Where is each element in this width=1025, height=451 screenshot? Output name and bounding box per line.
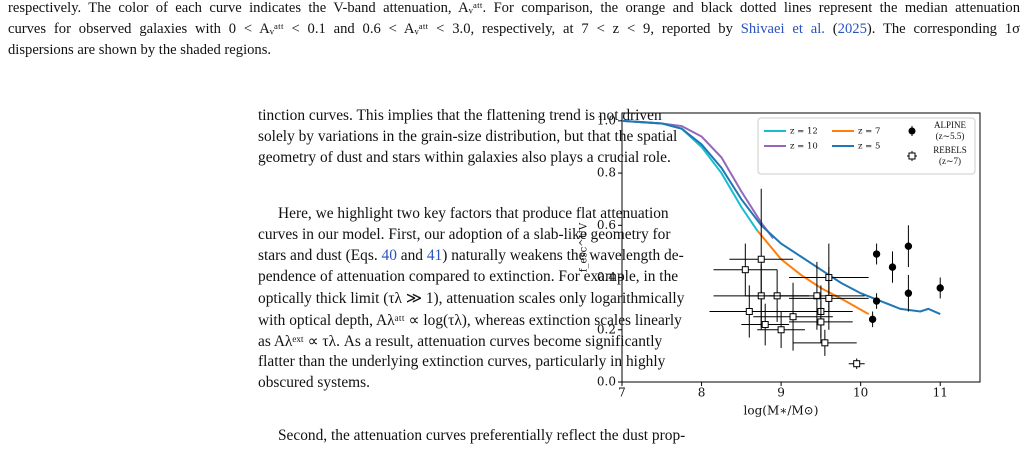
caption-line: respectively. The color of each curve in… [8,0,1020,17]
text-segment: flatter than the underlying extinction c… [258,352,666,370]
body-line: flatter than the underlying extinction c… [258,353,665,371]
data-point [777,326,785,334]
text-segment: geometry of dust and stars within galaxi… [258,149,671,167]
legend-marker [908,152,916,160]
text-segment: ). The corresponding 1σ [866,21,1020,37]
body-line: obscured systems. [258,374,492,392]
text-segment: obscured systems. [258,373,370,391]
plot-frame [621,112,981,383]
text-segment: pendence of attenuation compared to exti… [258,268,679,286]
x-tick-label: 9 [777,386,785,400]
body-line: pendence of attenuation compared to exti… [258,268,678,286]
data-point [761,321,769,329]
data-point [872,250,881,258]
text-segment: as Aλᵉˣᵗ ∝ τλ. As a result, attenuation … [258,332,663,350]
y-axis-label: f_esc^UV [579,222,590,272]
text-segment: stars and dust (Eqs. [258,247,382,265]
data-point [872,297,881,305]
data-point [745,307,753,315]
text-segment: with optical depth, Aλᵃᵗᵗ ∝ log(τλ), whe… [258,311,682,329]
link: Shivaei et al. [740,21,825,37]
curve [756,229,870,315]
data-point [904,242,913,250]
text-segment: solely by variations in the grain-size d… [258,128,678,146]
y-tick-label: 0.8 [597,166,616,180]
legend-marker [908,127,916,135]
link: 40 [381,247,397,265]
text-segment: respectively. The color of each curve in… [8,0,1020,16]
curve [621,119,941,316]
legend-label: z = 5 [858,142,880,152]
data-point [789,313,797,321]
body-line: curves in our model. First, our adoption… [258,226,670,244]
y-tick-label: 0.0 [597,375,616,389]
text-segment: ) naturally weakens the wavelength de- [442,247,684,265]
data-point [825,294,833,302]
body-line: stars and dust (Eqs. 40 and 41) naturall… [258,247,684,265]
text-segment: tinction curves. This implies that the f… [258,107,662,124]
legend-label: ALPINE (z∼5.5) [934,120,966,141]
text-segment: curves in our model. First, our adoption… [258,226,671,244]
x-tick-label: 10 [853,386,868,400]
data-point [813,292,821,300]
text-segment: ( [824,21,838,37]
y-tick-label: 0.4 [597,270,616,284]
caption-line: curves for observed galaxies with 0 < Aᵥ… [8,21,1020,38]
text-segment: dispersions are shown by the shaded regi… [8,42,272,58]
body-line: Second, the attenuation curves preferent… [278,427,685,445]
body-line: Here, we highlight two key factors that … [278,205,669,223]
text-segment: optically thick limit (τλ ≫ 1), attenuat… [258,290,685,308]
y-tick-label: 0.6 [597,218,616,232]
body-line: geometry of dust and stars within galaxi… [258,149,671,167]
link: 2025 [837,21,867,37]
body-line: with optical depth, Aλᵃᵗᵗ ∝ log(τλ), whe… [258,311,682,330]
text-segment: curves for observed galaxies with 0 < Aᵥ… [8,21,741,37]
text-segment: Here, we highlight two key factors that … [278,205,669,222]
body-line: optically thick limit (τλ ≫ 1), attenuat… [258,289,684,308]
link: 41 [426,247,443,265]
legend-box [757,117,976,175]
legend-label: z = 7 [858,127,880,137]
data-point [821,339,829,347]
body-line: solely by variations in the grain-size d… [258,128,677,146]
legend-label: z = 12 [790,127,818,137]
data-point [817,318,825,326]
x-tick-label: 7 [618,386,626,400]
y-tick-label: 1.0 [597,113,616,127]
data-point [904,289,913,297]
data-point [936,284,944,292]
y-tick-label: 0.2 [597,322,616,336]
x-tick-label: 8 [698,386,706,400]
body-line: as Aλᵉˣᵗ ∝ τλ. As a result, attenuation … [258,332,662,351]
data-point [757,255,765,263]
legend-label: z = 10 [790,142,818,152]
data-point [741,266,749,274]
text-segment: Second, the attenuation curves preferent… [278,427,686,444]
text-segment: and [396,247,427,265]
legend-label: REBELS (z∼7) [933,145,967,166]
caption-line: dispersions are shown by the shaded regi… [8,42,1020,59]
x-tick-label: 11 [933,386,948,400]
data-point [868,315,877,324]
x-axis-label: log(M∗/M⊙) [744,404,819,418]
data-point [888,263,897,271]
body-line: tinction curves. This implies that the f… [258,107,662,125]
data-point [853,360,861,368]
